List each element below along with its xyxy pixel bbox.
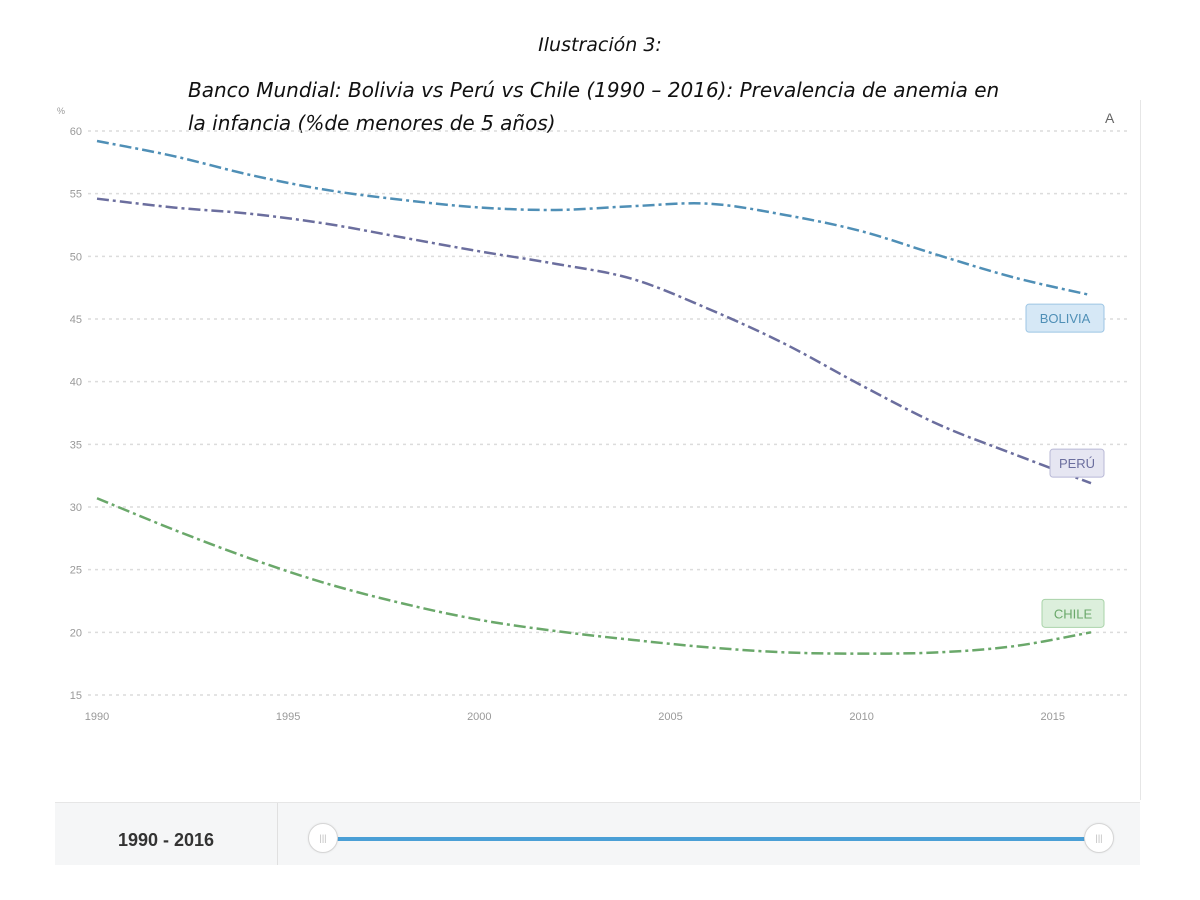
series-line-peru (96, 197, 1092, 485)
range-slider-track[interactable] (323, 837, 1098, 841)
y-tick-label: 25 (70, 565, 82, 577)
series-label-peru: PERÚ (1059, 456, 1095, 471)
chart-panel (55, 100, 1141, 800)
time-range-bar: 1990 - 2016 ||| ||| (55, 802, 1140, 865)
y-tick-label: 15 (70, 690, 82, 702)
range-slider-end-handle[interactable]: ||| (1084, 823, 1114, 853)
caption-subtitle-line-1: Banco Mundial: Bolivia vs Perú vs Chile … (188, 78, 1000, 102)
series-label-chile: CHILE (1054, 606, 1093, 621)
x-tick-label: 2005 (658, 711, 682, 723)
line-chart: % 15 20 25 30 35 40 45 50 55 60 1990 1995 2000 2005 201… (57, 106, 1130, 723)
caption-title: Ilustración 3: (538, 34, 662, 56)
range-label: 1990 - 2016 (55, 803, 278, 865)
series-label-box-peru (1049, 448, 1105, 478)
series-label-box-chile (1041, 598, 1105, 628)
x-tick-label: 2010 (849, 711, 873, 723)
y-tick-label: 50 (70, 251, 82, 263)
range-slider-start-handle[interactable]: ||| (308, 823, 338, 853)
y-tick-label: 35 (70, 439, 82, 451)
series-line-chile (96, 497, 1092, 655)
series-label-box-bolivia (1025, 303, 1105, 333)
y-tick-label: 60 (70, 126, 82, 138)
y-tick-label: 40 (70, 377, 82, 389)
y-tick-label: 55 (70, 189, 82, 201)
x-tick-label: 1990 (85, 711, 109, 723)
y-tick-label: 30 (70, 502, 82, 514)
y-tick-label: 45 (70, 314, 82, 326)
y-tick-label: 20 (70, 627, 82, 639)
corner-label: A (1105, 110, 1115, 126)
x-tick-label: 2000 (467, 711, 491, 723)
series-line-bolivia (96, 139, 1092, 297)
y-axis-label: % (57, 106, 65, 116)
x-tick-label: 1995 (276, 711, 300, 723)
series-label-bolivia: BOLIVIA (1040, 311, 1091, 326)
x-tick-label: 2015 (1041, 711, 1065, 723)
